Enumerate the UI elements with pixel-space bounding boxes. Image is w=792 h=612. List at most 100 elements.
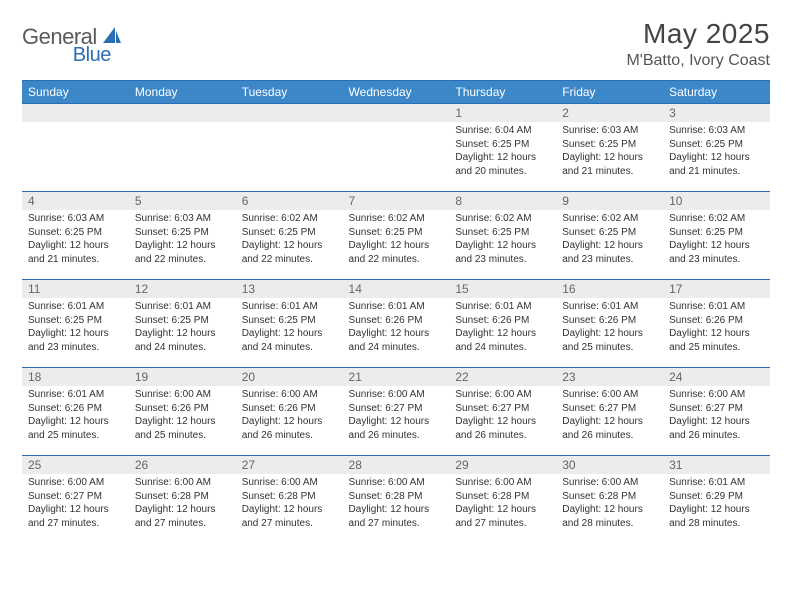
- daylight-text: Daylight: 12 hours and 24 minutes.: [455, 327, 550, 354]
- day-blank: [236, 104, 343, 122]
- day-number: 25: [22, 456, 129, 474]
- daylight-text: Daylight: 12 hours and 28 minutes.: [669, 503, 764, 530]
- sunrise-text: Sunrise: 6:00 AM: [669, 388, 764, 402]
- daylight-text: Daylight: 12 hours and 27 minutes.: [242, 503, 337, 530]
- daylight-text: Daylight: 12 hours and 22 minutes.: [349, 239, 444, 266]
- sunrise-text: Sunrise: 6:00 AM: [562, 476, 657, 490]
- day-number: 1: [449, 104, 556, 122]
- day-number: 30: [556, 456, 663, 474]
- calendar-day-cell: 8Sunrise: 6:02 AMSunset: 6:25 PMDaylight…: [449, 192, 556, 280]
- sunset-text: Sunset: 6:26 PM: [562, 314, 657, 328]
- sunset-text: Sunset: 6:25 PM: [455, 138, 550, 152]
- sunset-text: Sunset: 6:25 PM: [562, 138, 657, 152]
- day-number: 22: [449, 368, 556, 386]
- sunrise-text: Sunrise: 6:00 AM: [349, 388, 444, 402]
- day-number: 3: [663, 104, 770, 122]
- calendar-day-cell: 24 Sunrise: 6:00 AMSunset: 6:27 PMDayligh…: [663, 368, 770, 456]
- sunset-text: Sunset: 6:28 PM: [242, 490, 337, 504]
- calendar-day-cell: 25Sunrise: 6:00 AMSunset: 6:27 PMDayligh…: [22, 456, 129, 544]
- calendar-day-cell: 1Sunrise: 6:04 AMSunset: 6:25 PMDaylight…: [449, 104, 556, 192]
- sunset-text: Sunset: 6:26 PM: [455, 314, 550, 328]
- day-header: Thursday: [449, 81, 556, 104]
- sunset-text: Sunset: 6:28 PM: [562, 490, 657, 504]
- sunrise-text: Sunrise: 6:00 AM: [28, 476, 123, 490]
- daylight-text: Daylight: 12 hours and 22 minutes.: [135, 239, 230, 266]
- day-number: 15: [449, 280, 556, 298]
- sunset-text: Sunset: 6:28 PM: [455, 490, 550, 504]
- day-number: 24: [663, 368, 770, 386]
- daylight-text: Daylight: 12 hours and 23 minutes.: [562, 239, 657, 266]
- day-details: Sunrise: 6:02 AMSunset: 6:25 PMDaylight:…: [556, 210, 663, 270]
- daylight-text: Daylight: 12 hours and 22 minutes.: [242, 239, 337, 266]
- sunset-text: Sunset: 6:25 PM: [562, 226, 657, 240]
- day-header: Wednesday: [343, 81, 450, 104]
- sunrise-text: Sunrise: 6:00 AM: [242, 388, 337, 402]
- daylight-text: Daylight: 12 hours and 28 minutes.: [562, 503, 657, 530]
- calendar-day-cell: [22, 104, 129, 192]
- day-number: 31: [663, 456, 770, 474]
- sunrise-text: Sunrise: 6:01 AM: [669, 476, 764, 490]
- calendar-day-cell: 14Sunrise: 6:01 AMSunset: 6:26 PMDayligh…: [343, 280, 450, 368]
- sunset-text: Sunset: 6:26 PM: [28, 402, 123, 416]
- calendar-day-cell: 23Sunrise: 6:00 AMSunset: 6:27 PMDayligh…: [556, 368, 663, 456]
- day-number: 26: [129, 456, 236, 474]
- calendar-week-row: 1Sunrise: 6:04 AMSunset: 6:25 PMDaylight…: [22, 104, 770, 192]
- sunrise-text: Sunrise: 6:00 AM: [349, 476, 444, 490]
- sunset-text: Sunset: 6:26 PM: [669, 314, 764, 328]
- calendar-day-cell: 9Sunrise: 6:02 AMSunset: 6:25 PMDaylight…: [556, 192, 663, 280]
- day-number: 12: [129, 280, 236, 298]
- day-number: 4: [22, 192, 129, 210]
- sunrise-text: Sunrise: 6:02 AM: [242, 212, 337, 226]
- day-blank: [129, 104, 236, 122]
- logo: General Blue: [22, 18, 165, 50]
- day-number: 6: [236, 192, 343, 210]
- day-details: Sunrise: 6:00 AMSunset: 6:28 PMDaylight:…: [556, 474, 663, 534]
- sunrise-text: Sunrise: 6:01 AM: [455, 300, 550, 314]
- daylight-text: Daylight: 12 hours and 27 minutes.: [349, 503, 444, 530]
- day-details: Sunrise: 6:01 AMSunset: 6:26 PMDaylight:…: [343, 298, 450, 358]
- day-number: 7: [343, 192, 450, 210]
- day-number: 8: [449, 192, 556, 210]
- sunset-text: Sunset: 6:27 PM: [669, 402, 764, 416]
- calendar-day-cell: [129, 104, 236, 192]
- month-title: May 2025: [626, 18, 770, 50]
- day-details: Sunrise: 6:01 AMSunset: 6:26 PMDaylight:…: [556, 298, 663, 358]
- calendar-week-row: 11Sunrise: 6:01 AMSunset: 6:25 PMDayligh…: [22, 280, 770, 368]
- sunrise-text: Sunrise: 6:00 AM: [455, 476, 550, 490]
- day-number: 19: [129, 368, 236, 386]
- day-details: Sunrise: 6:02 AMSunset: 6:25 PMDaylight:…: [343, 210, 450, 270]
- daylight-text: Daylight: 12 hours and 26 minutes.: [242, 415, 337, 442]
- day-details: Sunrise: 6:04 AMSunset: 6:25 PMDaylight:…: [449, 122, 556, 182]
- daylight-text: Daylight: 12 hours and 24 minutes.: [135, 327, 230, 354]
- calendar-day-cell: 2Sunrise: 6:03 AMSunset: 6:25 PMDaylight…: [556, 104, 663, 192]
- day-number: 9: [556, 192, 663, 210]
- daylight-text: Daylight: 12 hours and 26 minutes.: [349, 415, 444, 442]
- calendar-day-cell: 17Sunrise: 6:01 AMSunset: 6:26 PMDayligh…: [663, 280, 770, 368]
- sunset-text: Sunset: 6:25 PM: [135, 314, 230, 328]
- sunrise-text: Sunrise: 6:04 AM: [455, 124, 550, 138]
- sunrise-text: Sunrise: 6:03 AM: [669, 124, 764, 138]
- daylight-text: Daylight: 12 hours and 20 minutes.: [455, 151, 550, 178]
- daylight-text: Daylight: 12 hours and 25 minutes.: [28, 415, 123, 442]
- day-details: Sunrise: 6:01 AMSunset: 6:26 PMDaylight:…: [449, 298, 556, 358]
- day-header-row: Sunday Monday Tuesday Wednesday Thursday…: [22, 81, 770, 104]
- day-details: Sunrise: 6:00 AMSunset: 6:27 PMDaylight:…: [22, 474, 129, 534]
- day-details: Sunrise: 6:00 AMSunset: 6:27 PMDaylight:…: [449, 386, 556, 446]
- day-number: 14: [343, 280, 450, 298]
- day-number: 18: [22, 368, 129, 386]
- day-details: Sunrise: 6:00 AMSunset: 6:27 PMDaylight:…: [556, 386, 663, 446]
- calendar-day-cell: 22Sunrise: 6:00 AMSunset: 6:27 PMDayligh…: [449, 368, 556, 456]
- calendar-week-row: 18Sunrise: 6:01 AMSunset: 6:26 PMDayligh…: [22, 368, 770, 456]
- daylight-text: Daylight: 12 hours and 21 minutes.: [562, 151, 657, 178]
- daylight-text: Daylight: 12 hours and 26 minutes.: [669, 415, 764, 442]
- calendar-day-cell: 6Sunrise: 6:02 AMSunset: 6:25 PMDaylight…: [236, 192, 343, 280]
- calendar-day-cell: 3Sunrise: 6:03 AMSunset: 6:25 PMDaylight…: [663, 104, 770, 192]
- sunset-text: Sunset: 6:27 PM: [349, 402, 444, 416]
- sunrise-text: Sunrise: 6:01 AM: [669, 300, 764, 314]
- day-details: Sunrise: 6:01 AMSunset: 6:26 PMDaylight:…: [663, 298, 770, 358]
- calendar-day-cell: 27Sunrise: 6:00 AMSunset: 6:28 PMDayligh…: [236, 456, 343, 544]
- day-details: Sunrise: 6:03 AMSunset: 6:25 PMDaylight:…: [129, 210, 236, 270]
- sunset-text: Sunset: 6:25 PM: [669, 226, 764, 240]
- sunset-text: Sunset: 6:26 PM: [135, 402, 230, 416]
- sunrise-text: Sunrise: 6:00 AM: [135, 476, 230, 490]
